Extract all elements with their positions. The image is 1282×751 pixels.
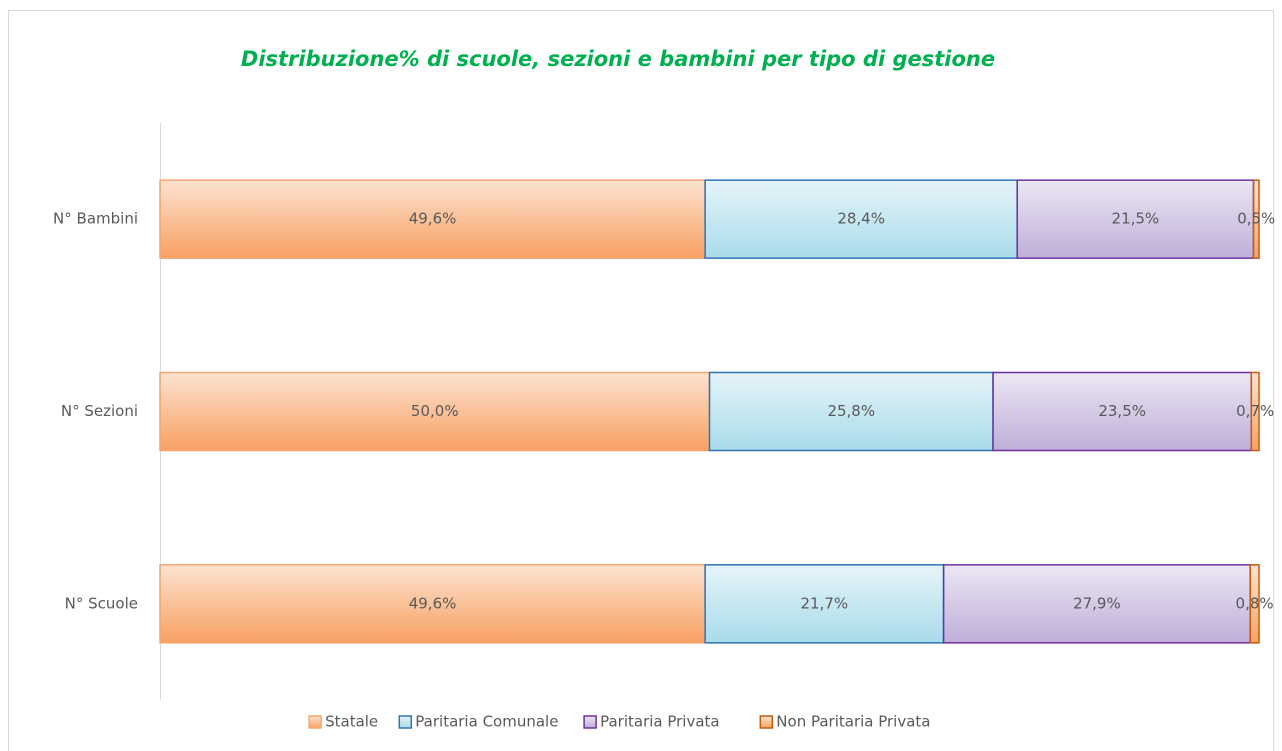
data-label: 0,7% <box>1236 402 1274 420</box>
data-label: 49,6% <box>409 594 457 612</box>
legend-swatch <box>759 715 774 729</box>
bar-segment <box>992 371 1253 452</box>
data-label: 0,5% <box>1237 210 1275 228</box>
legend-label: Non Paritaria Privata <box>776 713 930 731</box>
legend-swatch <box>583 715 597 729</box>
data-label: 27,9% <box>1073 594 1121 612</box>
legend-label: Statale <box>325 713 378 731</box>
data-label: 0,8% <box>1236 594 1274 612</box>
y-tick-label: N° Scuole <box>65 594 138 612</box>
data-label: 49,6% <box>409 210 457 228</box>
data-label: 50,0% <box>411 402 459 420</box>
data-label: 23,5% <box>1098 402 1146 420</box>
bar-segment <box>942 564 1251 644</box>
legend-label: Paritaria Comunale <box>415 713 558 731</box>
bar-segment <box>704 564 945 644</box>
data-label: 25,8% <box>827 402 875 420</box>
data-label: 21,7% <box>801 594 849 612</box>
bar-segment <box>1250 371 1260 452</box>
y-tick-label: N° Sezioni <box>61 402 138 420</box>
legend-swatch <box>308 715 322 729</box>
legend-swatch <box>398 715 413 729</box>
bar-segment <box>704 179 1018 259</box>
bar-segment <box>159 371 711 452</box>
chart-title: Distribuzione% di scuole, sezioni e bamb… <box>241 47 995 71</box>
legend-label: Paritaria Privata <box>600 713 720 731</box>
data-label: 28,4% <box>837 210 885 228</box>
bar-segment <box>1016 179 1255 259</box>
data-label: 21,5% <box>1112 210 1160 228</box>
bar-segment <box>708 371 994 452</box>
bar-segment <box>159 179 706 259</box>
y-tick-label: N° Bambini <box>53 210 138 228</box>
bar-segment <box>1249 564 1260 644</box>
bar-segment <box>1252 179 1260 259</box>
